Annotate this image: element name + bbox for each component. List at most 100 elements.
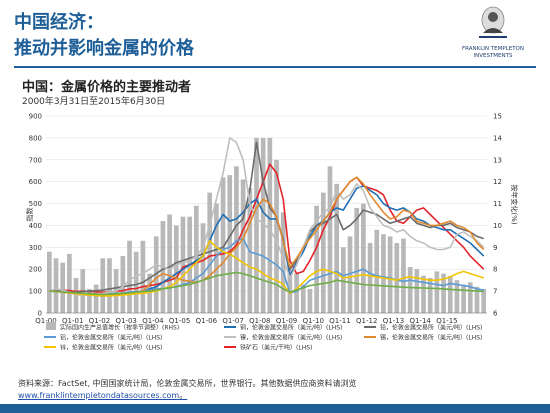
gdp-bar	[314, 205, 319, 313]
source-link-line: www.franklintempletondatasources.com。	[18, 390, 187, 401]
y-right-tick-label: 6	[493, 310, 498, 318]
gdp-bar	[307, 288, 313, 313]
gdp-bar	[153, 236, 159, 313]
franklin-templeton-logo: FRANKLIN TEMPLETON INVESTMENTS	[448, 6, 538, 61]
series-line-yellow	[49, 240, 484, 297]
gdp-bar	[200, 223, 206, 313]
gdp-bar	[60, 262, 66, 313]
slide-header: 中国经济： 推动并影响金属的价格 FRANKLIN TEMPLETON INVE…	[0, 0, 550, 64]
source-note: 资料来源：FactSet, 中国国家统计局，伦敦金属交易所，世界银行。其他数据供…	[18, 378, 357, 389]
logo-text-line2: INVESTMENTS	[473, 53, 513, 59]
gdp-bar	[334, 183, 339, 313]
y-left-tick-label: 0	[38, 310, 42, 318]
source-link-suffix: 。	[179, 391, 188, 400]
x-tick-label: Q1-09	[276, 317, 297, 325]
gdp-bar	[47, 251, 52, 313]
gdp-bar	[254, 137, 259, 313]
x-tick-label: Q1-00	[35, 317, 56, 325]
gdp-bar	[327, 166, 333, 313]
y-right-tick-label: 9	[493, 244, 497, 252]
gdp-bar	[180, 216, 186, 313]
gdp-bar	[474, 286, 480, 313]
gdp-bar	[167, 214, 172, 313]
gdp-bar	[481, 288, 486, 313]
gdp-bar	[320, 192, 326, 313]
y-right-tick-label: 8	[493, 266, 497, 274]
gdp-bar	[100, 258, 106, 313]
legend-label: 实际国内生产总值增长（按季节调整）(RHS)	[60, 324, 179, 332]
slide-title-line1: 中国经济：	[14, 12, 104, 33]
chart-title: 中国：金属价格的主要推动者	[22, 80, 192, 95]
x-tick-label: Q1-14	[409, 317, 431, 325]
y-left-axis-title: 指数	[25, 208, 34, 222]
gdp-bar	[214, 203, 219, 313]
x-tick-label: Q1-03	[115, 317, 136, 325]
x-tick-label: Q1-05	[169, 317, 190, 325]
logo-text-line1: FRANKLIN TEMPLETON	[461, 46, 525, 52]
y-left-tick-label: 100	[29, 288, 42, 296]
gdp-bar	[447, 275, 453, 313]
slide-title-line2: 推动并影响金属的价格	[14, 38, 194, 59]
gdp-bar	[407, 267, 413, 313]
gdp-bar	[53, 258, 59, 313]
chart-subtitle: 2000年3月31日至2015年6月30日	[22, 97, 166, 107]
x-tick-label: Q1-12	[356, 317, 377, 325]
gdp-bar	[87, 288, 92, 313]
legend-label: 锡，伦敦金属交易所（美元/吨）(LHS)	[380, 334, 482, 342]
gdp-bar	[227, 175, 233, 313]
x-tick-label: Q1-04	[142, 317, 164, 325]
legend-label: 铅，伦敦金属交易所（美元/吨）(LHS)	[380, 324, 482, 332]
x-tick-label: Q1-15	[436, 317, 457, 325]
gdp-bar	[147, 273, 152, 313]
y-left-tick-label: 700	[29, 156, 42, 164]
y-right-tick-label: 10	[493, 222, 502, 230]
gdp-bar	[280, 212, 286, 313]
gdp-bar	[361, 203, 366, 313]
x-tick-label: Q1-07	[222, 317, 243, 325]
source-link[interactable]: www.franklintempletondatasources.com	[18, 391, 180, 400]
y-left-tick-label: 500	[29, 200, 42, 208]
y-right-tick-label: 15	[493, 113, 502, 121]
x-tick-label: Q1-01	[62, 317, 83, 325]
gdp-bar	[173, 225, 179, 313]
legend-label: 锌，伦敦金属交易所（美元/吨）(LHS)	[60, 344, 162, 352]
gdp-bar	[140, 240, 146, 313]
legend-label: 铜，伦敦金属交易所（美元/吨）(LHS)	[240, 324, 342, 332]
y-right-axis-title: 按年变化(%)	[510, 184, 519, 224]
legend-swatch-bar	[46, 322, 56, 330]
y-left-tick-label: 200	[29, 266, 42, 274]
gdp-bar	[394, 242, 400, 313]
x-tick-label: Q1-08	[249, 317, 270, 325]
y-left-tick-label: 800	[29, 134, 42, 142]
gdp-bar	[401, 238, 406, 313]
gdp-bar	[267, 137, 273, 313]
y-right-tick-label: 7	[493, 288, 497, 296]
gdp-bar	[220, 177, 226, 313]
y-left-tick-label: 300	[29, 244, 42, 252]
gdp-bar	[387, 236, 393, 313]
gdp-bar	[73, 277, 79, 313]
series-line-ironore	[49, 163, 485, 294]
y-right-tick-label: 12	[493, 178, 502, 186]
gdp-bar	[107, 258, 112, 313]
gdp-bar	[374, 229, 380, 313]
gdp-bar	[427, 277, 433, 313]
series-line-nickel	[49, 137, 485, 297]
footer-bar	[0, 404, 550, 413]
gdp-bar	[67, 253, 72, 313]
y-right-tick-label: 11	[493, 200, 502, 208]
x-tick-label: Q1-02	[89, 317, 110, 325]
gdp-bar	[207, 192, 213, 313]
y-right-tick-label: 13	[493, 156, 502, 164]
gdp-bar	[127, 240, 132, 313]
gdp-bar	[234, 166, 239, 313]
legend-label: 镍，伦敦金属交易所（美元/吨）(LHS)	[240, 334, 342, 342]
gdp-bar	[421, 275, 426, 313]
gdp-bar	[347, 236, 353, 313]
gdp-bar	[133, 251, 139, 313]
legend-label: 铁矿石（美元/干吨）(LHS)	[240, 344, 312, 352]
y-right-tick-label: 14	[493, 134, 502, 142]
gdp-bar	[454, 280, 460, 313]
x-tick-label: Q1-10	[303, 317, 324, 325]
